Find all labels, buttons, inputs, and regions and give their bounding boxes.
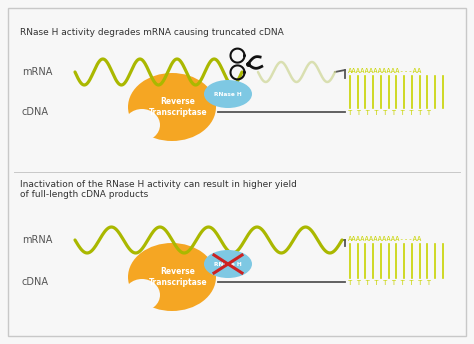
Text: Inactivation of the RNase H activity can result in higher yield
of full-length c: Inactivation of the RNase H activity can…: [20, 180, 297, 200]
Text: Reverse
Transcriptase: Reverse Transcriptase: [149, 267, 207, 287]
Text: RNase H: RNase H: [214, 261, 242, 267]
Text: T T T T T T T T T T: T T T T T T T T T T: [348, 280, 431, 286]
Text: mRNA: mRNA: [22, 235, 52, 245]
Text: RNase H: RNase H: [214, 92, 242, 97]
Text: AAAAAAAAAAAA---AA: AAAAAAAAAAAA---AA: [348, 236, 422, 242]
Ellipse shape: [204, 250, 252, 278]
Text: cDNA: cDNA: [22, 277, 49, 287]
Text: T T T T T T T T T T: T T T T T T T T T T: [348, 110, 431, 116]
Ellipse shape: [128, 243, 216, 311]
Text: mRNA: mRNA: [22, 67, 52, 77]
FancyBboxPatch shape: [8, 8, 466, 336]
Ellipse shape: [124, 109, 160, 141]
Text: RNase H activity degrades mRNA causing truncated cDNA: RNase H activity degrades mRNA causing t…: [20, 28, 284, 37]
Ellipse shape: [128, 73, 216, 141]
Text: AAAAAAAAAAAA---AA: AAAAAAAAAAAA---AA: [348, 68, 422, 74]
Ellipse shape: [204, 80, 252, 108]
Text: Reverse
Transcriptase: Reverse Transcriptase: [149, 97, 207, 117]
Text: cDNA: cDNA: [22, 107, 49, 117]
Ellipse shape: [124, 279, 160, 311]
